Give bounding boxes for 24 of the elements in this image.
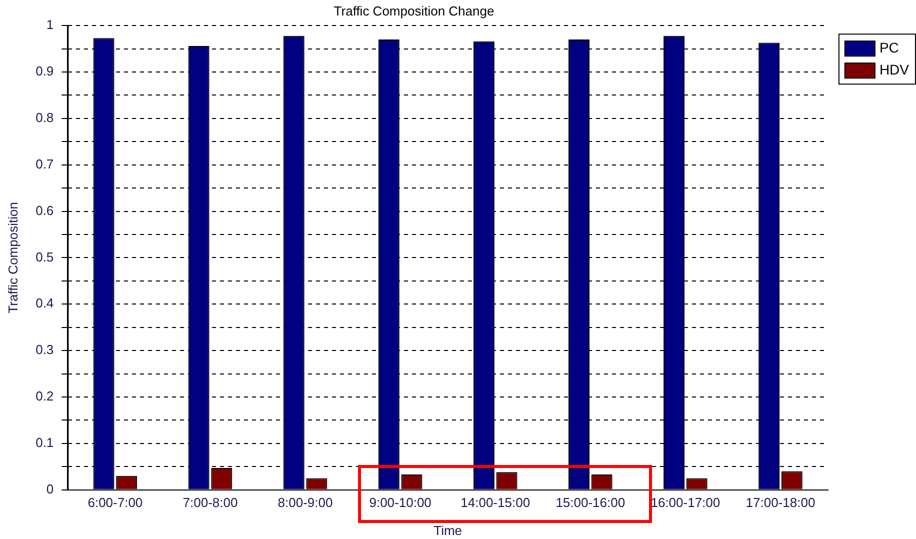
x-tick-label: 15:00-16:00 (556, 495, 626, 510)
y-tick-label: 0.3 (36, 342, 54, 358)
x-axis-title: Time (434, 522, 462, 538)
y-tick-label: 1 (46, 17, 54, 32)
y-tick-label: 0.5 (36, 249, 54, 264)
x-tick-label: 9:00-10:00 (369, 495, 432, 510)
y-tick-label: 0.2 (36, 388, 54, 404)
y-tick-label: 0 (46, 481, 54, 496)
y-tick-label: 0.4 (36, 296, 54, 311)
y-tick-label: 0.6 (36, 202, 54, 218)
y-tick-label: 0.8 (36, 110, 54, 126)
y-axis-title: Traffic Composition (5, 202, 20, 314)
x-tick-label: 14:00-15:00 (460, 495, 530, 510)
x-tick-label: 16:00-17:00 (650, 495, 720, 510)
x-tick-label: 7:00-8:00 (182, 495, 238, 510)
x-tick-label: 17:00-18:00 (746, 495, 816, 510)
x-tick-label: 6:00-7:00 (88, 495, 143, 510)
legend-label: HDV (879, 61, 910, 78)
y-tick-label: 0.7 (36, 156, 54, 172)
y-tick-label: 0.1 (36, 434, 54, 450)
chart-title: Traffic Composition Change (334, 3, 494, 18)
legend-label: PC (879, 39, 899, 56)
y-tick-label: 0.9 (36, 64, 54, 79)
x-tick-label: 8:00-9:00 (278, 495, 333, 510)
